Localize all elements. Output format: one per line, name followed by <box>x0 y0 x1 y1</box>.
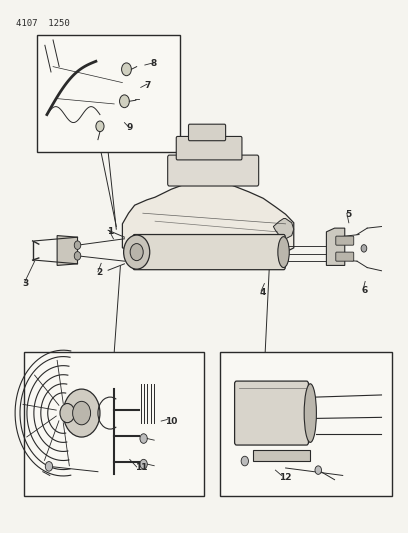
Ellipse shape <box>304 384 317 442</box>
Circle shape <box>96 121 104 132</box>
Circle shape <box>140 459 147 469</box>
Text: 3: 3 <box>22 279 29 288</box>
Circle shape <box>74 252 81 260</box>
FancyBboxPatch shape <box>168 155 259 186</box>
Polygon shape <box>253 450 310 461</box>
Polygon shape <box>326 228 345 265</box>
FancyBboxPatch shape <box>176 136 242 160</box>
FancyBboxPatch shape <box>235 381 308 445</box>
Text: 2: 2 <box>96 269 102 277</box>
Circle shape <box>124 235 150 269</box>
FancyBboxPatch shape <box>336 236 354 245</box>
Text: 7: 7 <box>145 81 151 90</box>
Polygon shape <box>122 181 294 259</box>
Circle shape <box>73 401 91 425</box>
Text: 11: 11 <box>135 464 147 472</box>
FancyBboxPatch shape <box>336 252 354 261</box>
Text: 6: 6 <box>361 286 367 295</box>
Circle shape <box>315 466 322 474</box>
Text: 1: 1 <box>107 228 113 236</box>
Bar <box>220 352 392 496</box>
Circle shape <box>45 462 53 471</box>
Circle shape <box>122 63 131 76</box>
Circle shape <box>63 389 100 437</box>
Bar <box>24 352 204 496</box>
Text: 5: 5 <box>345 210 351 219</box>
FancyBboxPatch shape <box>188 124 226 141</box>
Text: 4107  1250: 4107 1250 <box>16 19 70 28</box>
Polygon shape <box>273 219 294 239</box>
Circle shape <box>361 245 367 252</box>
Circle shape <box>74 241 81 249</box>
Circle shape <box>241 456 248 466</box>
Text: 12: 12 <box>279 473 292 481</box>
Text: 9: 9 <box>126 124 133 132</box>
Circle shape <box>140 434 147 443</box>
FancyBboxPatch shape <box>133 235 285 270</box>
Ellipse shape <box>278 237 289 268</box>
Polygon shape <box>57 236 78 265</box>
Circle shape <box>120 95 129 108</box>
Bar <box>37 35 180 152</box>
Circle shape <box>130 244 143 261</box>
Text: 4: 4 <box>259 288 266 296</box>
Circle shape <box>60 403 75 423</box>
Text: 8: 8 <box>151 60 157 68</box>
Text: 10: 10 <box>165 417 177 425</box>
